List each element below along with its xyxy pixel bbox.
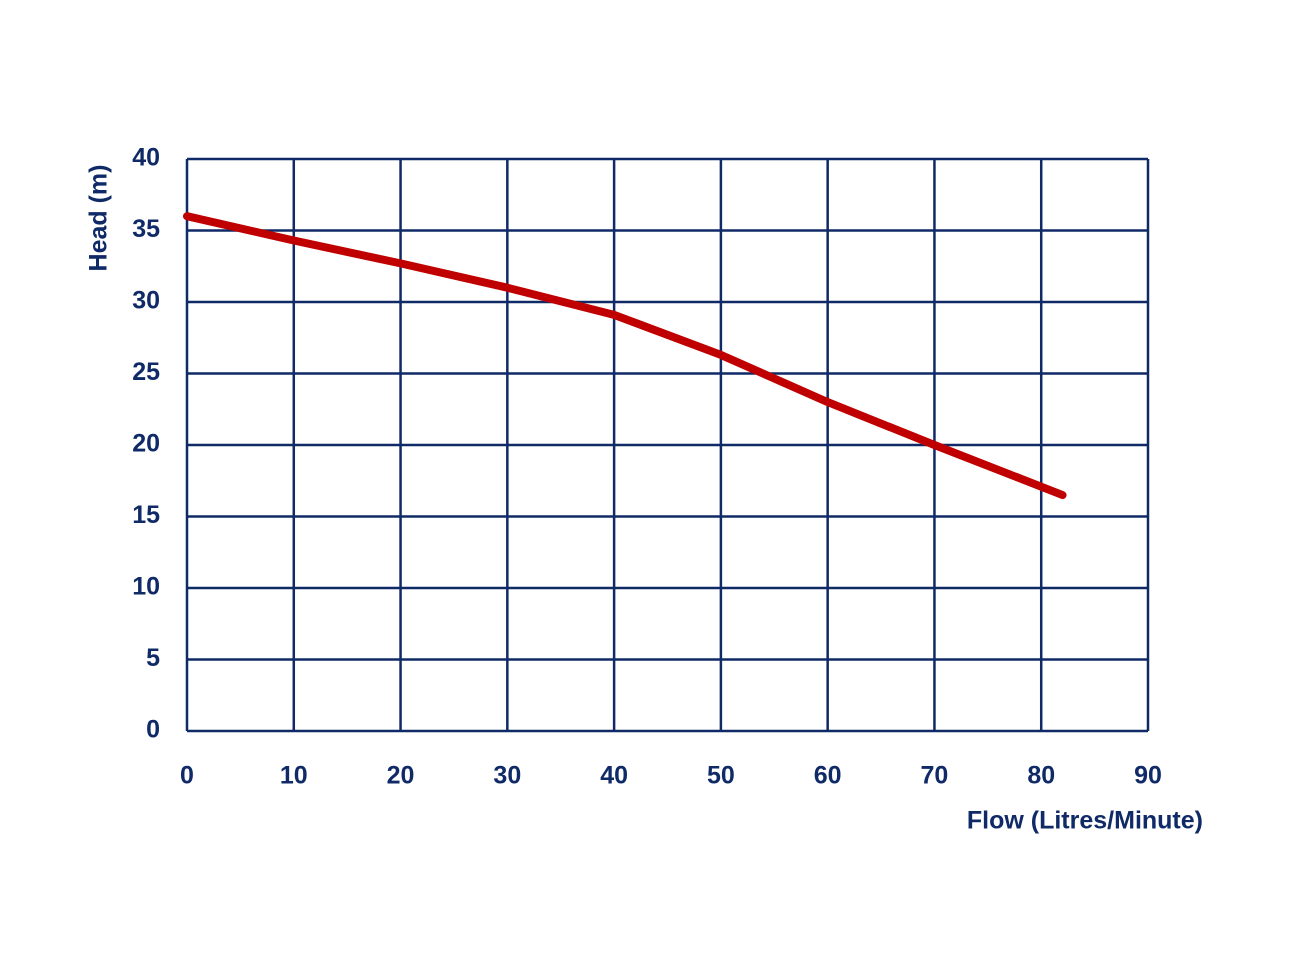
data-line: [183, 212, 1067, 500]
y-tick-label: 10: [132, 573, 160, 601]
y-tick-label: 35: [132, 215, 160, 243]
x-tick-label: 70: [921, 762, 949, 790]
y-axis-label: Head (m): [85, 165, 113, 272]
x-tick-label: 90: [1134, 762, 1162, 790]
x-tick-label: 0: [180, 762, 194, 790]
x-tick-label: 80: [1027, 762, 1055, 790]
y-tick-label: 20: [132, 430, 160, 458]
x-tick-label: 60: [814, 762, 842, 790]
y-tick-label: 0: [146, 716, 160, 744]
x-tick-label: 30: [493, 762, 521, 790]
y-tick-label: 40: [132, 144, 160, 172]
y-tick-label: 25: [132, 358, 160, 386]
x-tick-label: 20: [387, 762, 415, 790]
y-tick-label: 5: [146, 644, 160, 672]
x-tick-label: 50: [707, 762, 735, 790]
y-tick-label: 15: [132, 501, 160, 529]
y-tick-label: 30: [132, 287, 160, 315]
x-tick-label: 10: [280, 762, 308, 790]
x-axis-label: Flow (Litres/Minute): [967, 807, 1203, 835]
x-tick-label: 40: [600, 762, 628, 790]
